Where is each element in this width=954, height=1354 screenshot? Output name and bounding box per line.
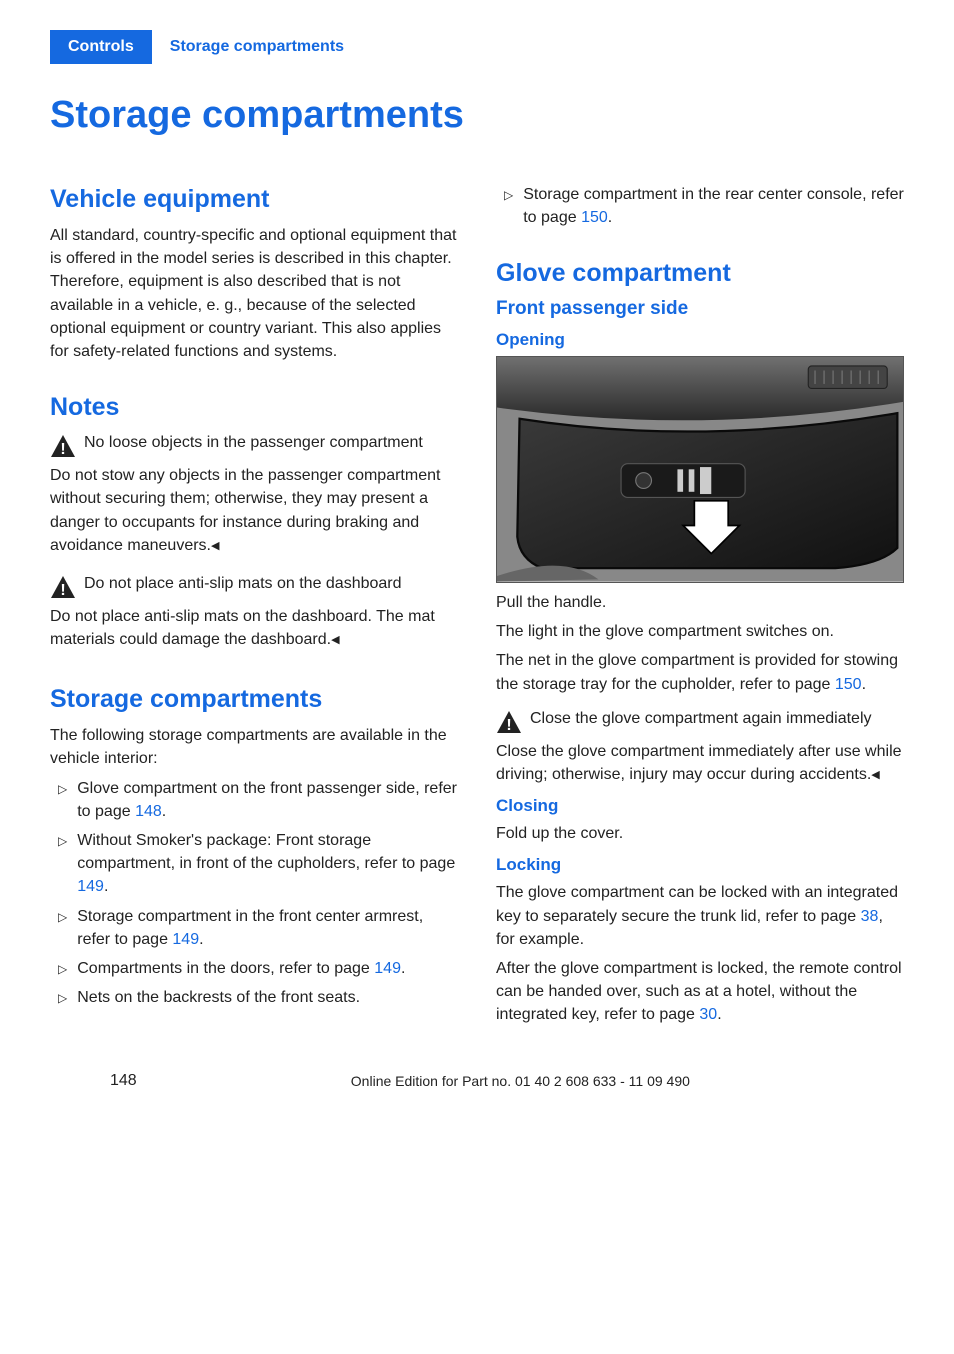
triangle-bullet-icon: ▷	[58, 961, 67, 978]
warning-icon: !	[50, 575, 76, 599]
page-title: Storage compartments	[50, 94, 904, 137]
locking-p1: The glove compartment can be locked with…	[496, 881, 904, 951]
glove-warn-body: Close the glove compartment immediately …	[496, 740, 904, 786]
heading-notes: Notes	[50, 393, 458, 422]
list-item: ▷Nets on the backrests of the front seat…	[58, 986, 458, 1009]
svg-text:!: !	[60, 582, 65, 599]
page-link[interactable]: 150	[835, 676, 862, 693]
storage-intro: The following storage compartments are a…	[50, 724, 458, 770]
opening-caption: Pull the handle.	[496, 591, 904, 614]
heading-opening: Opening	[496, 330, 904, 350]
list-item: ▷Storage compartment in the front center…	[58, 905, 458, 951]
page-link[interactable]: 150	[581, 209, 608, 226]
storage-list: ▷Glove compartment on the front passenge…	[50, 777, 458, 1010]
list-item: ▷ Storage compartment in the rear center…	[504, 183, 904, 229]
page-link[interactable]: 38	[861, 908, 879, 925]
closing-body: Fold up the cover.	[496, 822, 904, 845]
list-item: ▷Without Smoker's package: Front storage…	[58, 829, 458, 899]
triangle-bullet-icon: ▷	[58, 990, 67, 1007]
warning-icon: !	[50, 434, 76, 458]
page-link[interactable]: 149	[77, 878, 104, 895]
tab-section: Storage compartments	[152, 30, 362, 64]
list-item: ▷Glove compartment on the front passenge…	[58, 777, 458, 823]
warn1-body: Do not stow any objects in the passenger…	[50, 464, 458, 557]
page-link[interactable]: 149	[172, 931, 199, 948]
svg-text:!: !	[506, 717, 511, 734]
heading-vehicle-equipment: Vehicle equipment	[50, 185, 458, 214]
page-link[interactable]: 149	[374, 960, 401, 977]
edition-line: Online Edition for Part no. 01 40 2 608 …	[351, 1073, 690, 1089]
heading-locking: Locking	[496, 855, 904, 875]
warn2-body: Do not place anti-slip mats on the dashb…	[50, 605, 458, 651]
svg-text:!: !	[60, 441, 65, 458]
header-tabs: Controls Storage compartments	[50, 30, 904, 64]
glove-compartment-figure	[496, 356, 904, 583]
page-number: 148	[110, 1072, 137, 1090]
warning-icon: !	[496, 710, 522, 734]
triangle-bullet-icon: ▷	[504, 187, 513, 204]
triangle-bullet-icon: ▷	[58, 781, 67, 798]
tab-controls: Controls	[50, 30, 152, 64]
glove-warn-title: Close the glove compartment again immedi…	[530, 708, 872, 730]
warn1-title: No loose objects in the passenger compar…	[84, 432, 423, 454]
locking-p2: After the glove compartment is locked, t…	[496, 957, 904, 1027]
heading-glove-compartment: Glove compartment	[496, 259, 904, 288]
list-item: ▷Compartments in the doors, refer to pag…	[58, 957, 458, 980]
heading-storage-compartments: Storage compartments	[50, 685, 458, 714]
heading-closing: Closing	[496, 796, 904, 816]
page-link[interactable]: 30	[699, 1006, 717, 1023]
triangle-bullet-icon: ▷	[58, 833, 67, 850]
page-link[interactable]: 148	[135, 803, 162, 820]
triangle-bullet-icon: ▷	[58, 909, 67, 926]
heading-front-passenger-side: Front passenger side	[496, 298, 904, 320]
warn2-title: Do not place anti-slip mats on the dashb…	[84, 573, 402, 595]
opening-p3: The net in the glove compartment is prov…	[496, 649, 904, 695]
body-vehicle-equipment: All standard, country-specific and optio…	[50, 224, 458, 363]
opening-p2: The light in the glove compartment switc…	[496, 620, 904, 643]
